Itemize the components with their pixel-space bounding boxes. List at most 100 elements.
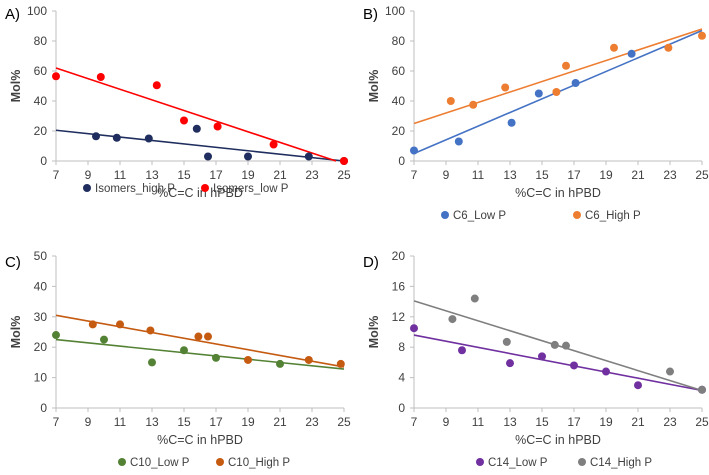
data-point (204, 332, 212, 341)
y-tick-label: 20 (34, 340, 48, 354)
legend-label: Isomers_high P (95, 183, 175, 195)
x-tick-label: 19 (599, 415, 613, 429)
x-tick-label: 21 (631, 415, 645, 429)
panel-label: B) (363, 6, 378, 23)
y-tick-label: 100 (385, 4, 405, 18)
data-point (96, 73, 105, 81)
legend-marker (118, 458, 126, 466)
y-tick-label: 60 (392, 64, 406, 78)
y-tick-label: 60 (34, 64, 48, 78)
trend-line (55, 129, 345, 162)
x-tick-label: 25 (337, 168, 351, 182)
y-tick-label: 10 (34, 371, 48, 385)
data-point (552, 88, 561, 96)
legend-label: C14_High P (590, 457, 652, 469)
y-tick-label: 0 (40, 401, 47, 415)
legend-label: C14_Low P (488, 457, 548, 469)
x-tick-label: 9 (443, 415, 450, 429)
panel-label: D) (363, 254, 379, 271)
data-point (627, 49, 636, 58)
y-tick-label: 0 (398, 154, 405, 168)
x-tick-label: 11 (472, 415, 485, 429)
data-point (336, 359, 345, 368)
x-tick-label: 15 (535, 168, 549, 182)
data-point (666, 367, 674, 376)
y-tick-label: 16 (392, 279, 406, 293)
data-point (192, 124, 201, 133)
y-axis-label: Mol% (367, 316, 381, 349)
y-tick-label: 8 (398, 340, 405, 354)
x-tick-label: 9 (85, 168, 92, 182)
data-point (180, 116, 188, 125)
legend-marker (573, 211, 581, 219)
legend-marker (216, 458, 224, 466)
x-tick-label: 15 (177, 168, 191, 182)
x-tick-label: 19 (241, 415, 255, 429)
y-axis-label: Mol% (9, 316, 23, 349)
legend-marker (83, 184, 91, 192)
y-tick-label: 20 (34, 124, 48, 138)
x-tick-label: 23 (663, 415, 677, 429)
y-tick-label: 4 (398, 371, 405, 385)
x-axis-label: %C=C in hPBD (515, 433, 601, 447)
legend-marker (476, 458, 484, 466)
data-point (410, 324, 418, 333)
data-point (52, 72, 60, 81)
chart-panel-a: A) 7 9 11 13 15 17 19 21 23 25 0 20 40 60 80 100 %C=C in … (5, 4, 351, 200)
data-point (52, 331, 60, 340)
data-point (446, 97, 455, 105)
trend-line (55, 67, 337, 162)
x-tick-label: 23 (305, 168, 319, 182)
y-tick-label: 80 (34, 34, 48, 48)
trend-line (55, 314, 345, 368)
x-tick-label: 17 (209, 415, 223, 429)
legend-marker (578, 458, 586, 466)
data-point (507, 118, 516, 127)
legend-label: C10_High P (228, 457, 290, 469)
data-point (502, 337, 511, 346)
y-tick-label: 40 (34, 279, 48, 293)
data-point (88, 320, 97, 329)
x-tick-label: 17 (209, 168, 223, 182)
y-tick-label: 100 (27, 4, 47, 18)
data-point (340, 157, 348, 165)
data-point (610, 43, 618, 52)
x-axis-label: %C=C in hPBD (157, 186, 243, 200)
x-tick-label: 11 (114, 415, 127, 429)
x-tick-label: 25 (337, 415, 351, 429)
data-point (213, 122, 222, 131)
legend-label: Isomers_low P (213, 183, 289, 195)
data-point (570, 361, 578, 370)
x-axis-label: %C=C in hPBD (157, 433, 243, 447)
panel-label: A) (5, 6, 20, 23)
y-tick-label: 12 (392, 310, 406, 324)
y-axis-label: Mol% (367, 70, 381, 103)
x-tick-label: 7 (411, 415, 418, 429)
legend-label: C6_High P (585, 210, 641, 222)
data-point (148, 358, 156, 367)
data-point (212, 353, 220, 362)
trend-line (55, 338, 345, 370)
trend-line (413, 28, 703, 125)
x-tick-label: 9 (443, 168, 450, 182)
chart-panel-b: B) 7 9 11 13 15 17 19 21 23 25 0 20 40 60 80 100 %C=C in … (363, 4, 709, 222)
data-point (454, 137, 463, 146)
x-tick-label: 15 (177, 415, 191, 429)
y-tick-label: 20 (392, 124, 406, 138)
legend-marker (201, 184, 209, 192)
data-point (244, 152, 252, 161)
legend-marker (441, 211, 449, 219)
legend-label: C10_Low P (130, 457, 190, 469)
data-point (501, 83, 510, 92)
y-tick-label: 80 (392, 34, 406, 48)
y-tick-label: 30 (34, 310, 48, 324)
data-point (269, 140, 278, 149)
chart-panel-c: C) 7 9 11 13 15 17 19 21 23 25 0 10 20 30 40 50 %C=C in h… (5, 249, 351, 469)
data-point (698, 385, 706, 394)
x-tick-label: 21 (631, 168, 645, 182)
data-point (634, 381, 642, 390)
data-point (664, 43, 673, 52)
x-tick-label: 13 (145, 415, 159, 429)
y-tick-label: 20 (392, 249, 406, 263)
